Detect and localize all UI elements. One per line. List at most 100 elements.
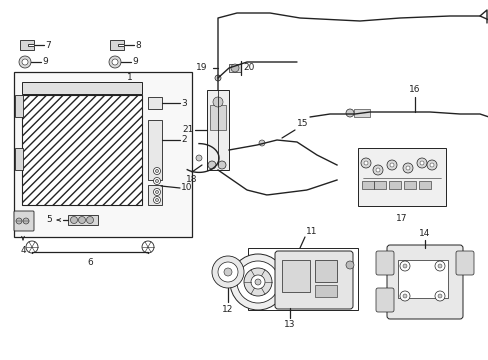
Bar	[314, 260, 336, 282]
PathPatch shape	[20, 40, 34, 50]
Bar	[373, 181, 385, 189]
Bar	[418, 181, 430, 189]
Circle shape	[155, 180, 158, 183]
Text: 19: 19	[196, 63, 207, 72]
Circle shape	[155, 170, 158, 172]
Bar	[148, 185, 162, 205]
Bar	[388, 181, 400, 189]
Text: 9: 9	[42, 58, 48, 67]
Circle shape	[153, 167, 160, 175]
Text: 15: 15	[296, 119, 308, 128]
Circle shape	[402, 294, 406, 298]
Text: 10: 10	[181, 184, 192, 193]
Circle shape	[437, 294, 441, 298]
Circle shape	[19, 56, 31, 68]
Circle shape	[79, 216, 85, 224]
Text: 1: 1	[127, 73, 133, 82]
Text: 7: 7	[45, 40, 51, 49]
Bar	[357, 148, 445, 206]
Circle shape	[399, 291, 409, 301]
Circle shape	[399, 261, 409, 271]
Circle shape	[363, 161, 367, 165]
Bar	[206, 90, 228, 170]
FancyBboxPatch shape	[274, 251, 352, 309]
Circle shape	[26, 241, 38, 253]
PathPatch shape	[110, 40, 124, 50]
Text: 6: 6	[87, 258, 93, 267]
Circle shape	[112, 59, 118, 65]
Text: 13: 13	[284, 320, 295, 329]
Circle shape	[416, 158, 426, 168]
Bar	[353, 109, 369, 117]
Text: 2: 2	[181, 135, 186, 144]
Circle shape	[346, 109, 353, 117]
Bar	[314, 285, 336, 297]
Circle shape	[237, 261, 279, 303]
FancyBboxPatch shape	[375, 251, 393, 275]
Circle shape	[389, 163, 393, 167]
Circle shape	[419, 161, 423, 165]
Circle shape	[155, 190, 158, 194]
Circle shape	[70, 216, 77, 224]
Circle shape	[426, 160, 436, 170]
FancyBboxPatch shape	[455, 251, 473, 275]
Bar	[361, 181, 373, 189]
Circle shape	[429, 163, 433, 167]
Text: 3: 3	[181, 99, 186, 108]
Circle shape	[218, 262, 238, 282]
Text: 17: 17	[395, 214, 407, 223]
Circle shape	[142, 241, 154, 253]
Circle shape	[196, 155, 202, 161]
Circle shape	[405, 166, 409, 170]
Circle shape	[244, 268, 271, 296]
Bar	[397, 260, 447, 298]
Circle shape	[212, 256, 244, 288]
Circle shape	[229, 254, 285, 310]
Text: 9: 9	[132, 58, 138, 67]
Bar	[209, 105, 225, 130]
Bar	[228, 64, 241, 72]
Circle shape	[86, 216, 93, 224]
Circle shape	[23, 218, 29, 224]
Circle shape	[437, 264, 441, 268]
Text: 14: 14	[418, 229, 430, 238]
Text: 5: 5	[46, 216, 52, 225]
Circle shape	[254, 279, 261, 285]
Circle shape	[386, 160, 396, 170]
Circle shape	[375, 168, 379, 172]
FancyBboxPatch shape	[386, 245, 462, 319]
Circle shape	[434, 291, 444, 301]
Circle shape	[218, 161, 225, 169]
Circle shape	[402, 264, 406, 268]
Circle shape	[22, 59, 28, 65]
Circle shape	[360, 158, 370, 168]
Circle shape	[153, 197, 160, 203]
Circle shape	[213, 97, 223, 107]
Circle shape	[155, 198, 158, 202]
Text: 16: 16	[408, 85, 420, 94]
Bar	[403, 181, 415, 189]
Bar	[22, 95, 142, 205]
FancyBboxPatch shape	[375, 288, 393, 312]
Text: 11: 11	[305, 227, 317, 236]
Circle shape	[372, 165, 382, 175]
Circle shape	[109, 56, 121, 68]
Circle shape	[250, 275, 264, 289]
Circle shape	[215, 75, 221, 81]
Circle shape	[230, 64, 239, 72]
Circle shape	[259, 140, 264, 146]
Bar	[14, 72, 192, 237]
Circle shape	[434, 261, 444, 271]
Bar	[68, 215, 98, 225]
Text: 8: 8	[135, 40, 141, 49]
Text: 21: 21	[182, 126, 194, 135]
Text: 18: 18	[186, 175, 197, 184]
Text: 4: 4	[20, 246, 26, 255]
Bar	[15, 148, 23, 170]
Circle shape	[153, 177, 160, 184]
Bar	[148, 97, 162, 109]
Circle shape	[402, 163, 412, 173]
Bar	[15, 95, 23, 117]
Circle shape	[153, 189, 160, 195]
Circle shape	[224, 268, 231, 276]
